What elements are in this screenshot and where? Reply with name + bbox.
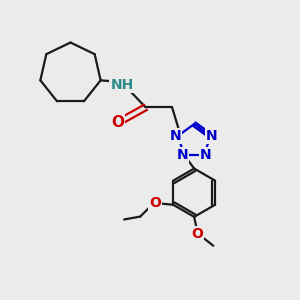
- Text: N: N: [206, 129, 218, 143]
- Text: N: N: [200, 148, 212, 162]
- Text: O: O: [111, 115, 124, 130]
- Text: N: N: [177, 148, 188, 162]
- Text: NH: NH: [110, 78, 134, 92]
- Text: O: O: [191, 227, 203, 241]
- Text: O: O: [149, 196, 161, 210]
- Text: N: N: [170, 129, 182, 143]
